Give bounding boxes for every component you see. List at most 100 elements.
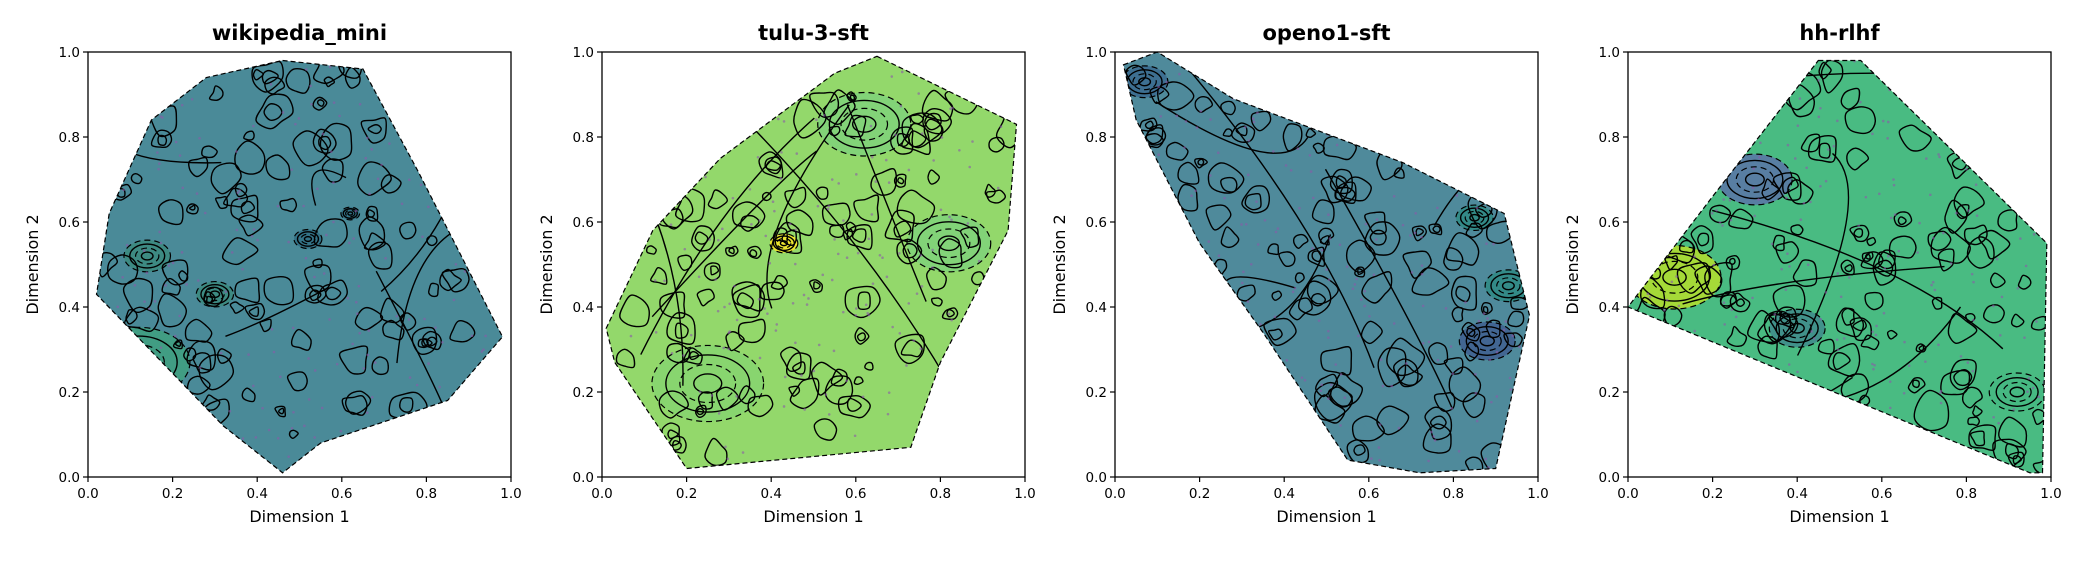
contour-line [1728, 257, 1736, 265]
contour-line [884, 209, 915, 243]
hull-outline [1627, 59, 2048, 474]
sample-point [1477, 319, 1481, 323]
sample-point [219, 351, 223, 355]
contour-line [854, 327, 870, 345]
contour-line [1177, 183, 1199, 212]
contour-line [1157, 81, 1195, 111]
sample-point [1806, 263, 1810, 267]
sample-point [1195, 126, 1199, 129]
contour-line [747, 394, 774, 418]
sample-point [802, 293, 806, 297]
sample-point [842, 219, 845, 222]
panel-3: 0.0 0.2 0.4 0.6 0.8 1.0 0.0 0.2 0.4 0.6 0.8 1.0 open… [1050, 21, 1549, 526]
contour-line [1319, 235, 1330, 246]
sample-point [1343, 396, 1347, 399]
contour-line [864, 361, 874, 371]
sample-point [867, 313, 871, 317]
contour-line [1393, 167, 1405, 179]
sample-point [782, 120, 786, 123]
contour-line [1376, 405, 1410, 436]
sample-point [1209, 174, 1212, 177]
sample-point [887, 181, 891, 184]
contour-ring [140, 251, 154, 261]
sample-point [807, 297, 810, 300]
x-tick-label: 0.0 [1617, 486, 1638, 502]
sample-point [884, 158, 888, 162]
sample-point [1836, 119, 1839, 123]
sample-point [1873, 363, 1876, 367]
sample-point [1325, 268, 1328, 271]
contour-line [1878, 249, 1896, 270]
contour-line [1768, 313, 1799, 338]
contour-line [1782, 176, 1799, 195]
sample-point [1273, 315, 1277, 319]
contour-peak [1485, 269, 1530, 302]
x-tick-label: 1.0 [500, 486, 521, 502]
y-axis-label: Dimension 2 [1563, 214, 1582, 314]
sample-point [1826, 148, 1830, 151]
contour-line [123, 306, 160, 333]
sample-point [267, 428, 271, 432]
contour-line [650, 266, 668, 286]
contour-ring [345, 209, 356, 218]
contour-line [1443, 357, 1464, 375]
sample-point [121, 275, 124, 279]
contour-line [1411, 225, 1427, 242]
contour-line [844, 285, 881, 319]
sample-point [940, 136, 944, 139]
sample-point [1484, 457, 1488, 461]
sample-point [948, 215, 951, 219]
contour-line [292, 130, 329, 167]
contour-line [1364, 221, 1401, 256]
contour-line [321, 158, 344, 183]
contour-line [1377, 347, 1407, 388]
contour-line [924, 112, 942, 131]
sample-point [971, 140, 974, 143]
sample-point [1274, 230, 1278, 234]
sample-point [886, 412, 890, 416]
contour-line [844, 114, 867, 138]
sample-point [748, 187, 752, 191]
sample-point [757, 297, 761, 301]
contour-line [1144, 127, 1167, 146]
sample-point [1780, 267, 1783, 271]
sample-point [143, 300, 146, 303]
contour-line [344, 66, 361, 89]
sample-point [1757, 198, 1760, 201]
sample-point [1511, 334, 1515, 337]
sample-point [1718, 221, 1722, 224]
sample-point [977, 259, 981, 263]
contour-line [697, 391, 714, 410]
sample-point [766, 312, 769, 315]
sample-point [1871, 330, 1874, 334]
sample-point [1175, 114, 1179, 118]
contour-line [1772, 172, 1802, 201]
sample-point [1495, 395, 1499, 398]
sample-point [1972, 280, 1975, 284]
contour-line [846, 224, 873, 251]
contour-line [263, 276, 295, 306]
sample-point [339, 429, 343, 433]
sample-point [1364, 222, 1368, 226]
sample-point [779, 177, 783, 180]
sample-point [269, 83, 273, 86]
contour-line [441, 267, 470, 293]
x-tick-label: 0.8 [1443, 486, 1464, 502]
contour-peak [1717, 154, 1793, 205]
sample-point [388, 142, 391, 145]
sample-point [1892, 178, 1895, 181]
contour-line [921, 89, 954, 122]
sample-point [1886, 120, 1890, 124]
contour-line [1841, 307, 1855, 326]
sample-point [919, 347, 923, 351]
contour-line [1267, 243, 1280, 256]
sample-point [898, 332, 902, 335]
sample-point [1474, 391, 1478, 395]
contour-peak [1123, 65, 1168, 98]
contour-line [640, 117, 815, 355]
sample-point [161, 116, 164, 119]
sample-point [1272, 150, 1275, 153]
sample-point [407, 318, 411, 321]
contour-line [896, 132, 911, 147]
sample-point [180, 251, 184, 254]
